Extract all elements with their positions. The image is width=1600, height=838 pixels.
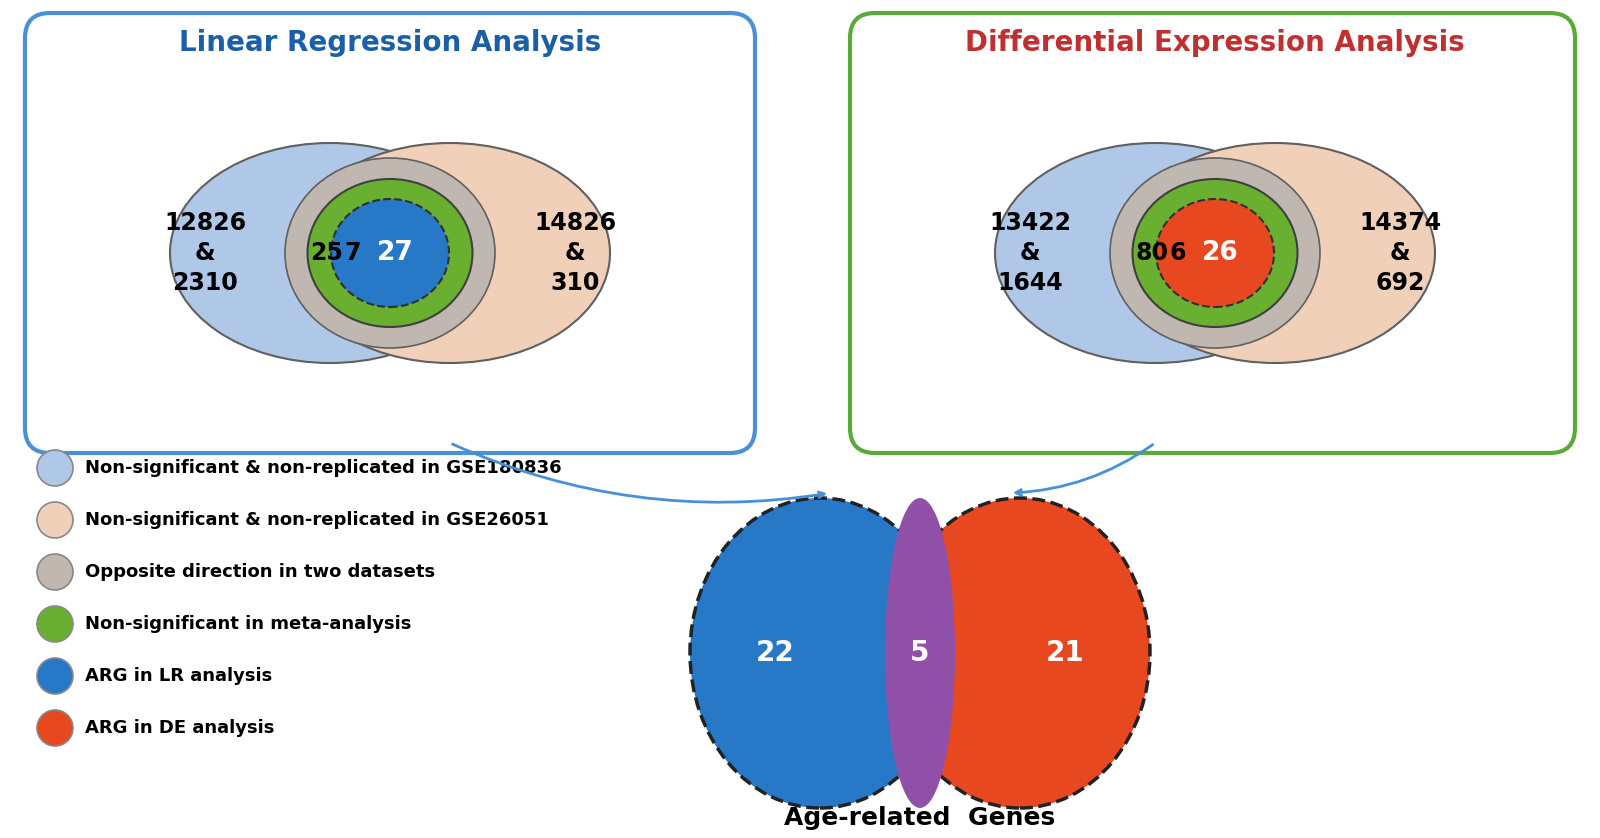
Text: ARG in DE analysis: ARG in DE analysis — [85, 719, 274, 737]
Ellipse shape — [1155, 199, 1274, 307]
Ellipse shape — [885, 498, 955, 808]
Ellipse shape — [1110, 158, 1320, 348]
Ellipse shape — [290, 143, 610, 363]
Text: 14826
&
310: 14826 & 310 — [534, 211, 616, 295]
Text: 6: 6 — [1170, 241, 1186, 265]
Ellipse shape — [690, 498, 950, 808]
Text: ARG in LR analysis: ARG in LR analysis — [85, 667, 272, 685]
Text: Differential Expression Analysis: Differential Expression Analysis — [965, 29, 1466, 57]
Circle shape — [37, 450, 74, 486]
Text: 25: 25 — [310, 241, 344, 265]
Text: Linear Regression Analysis: Linear Regression Analysis — [179, 29, 602, 57]
Ellipse shape — [995, 143, 1315, 363]
Text: 5: 5 — [910, 639, 930, 667]
Text: Non-significant in meta-analysis: Non-significant in meta-analysis — [85, 615, 411, 633]
Circle shape — [37, 710, 74, 746]
Text: 21: 21 — [1046, 639, 1085, 667]
Ellipse shape — [285, 158, 494, 348]
Text: Age-related  Genes: Age-related Genes — [784, 806, 1056, 830]
Text: 13422
&
1644: 13422 & 1644 — [989, 211, 1070, 295]
Ellipse shape — [1115, 143, 1435, 363]
Text: 26: 26 — [1202, 240, 1238, 266]
Text: Non-significant & non-replicated in GSE180836: Non-significant & non-replicated in GSE1… — [85, 459, 562, 477]
Circle shape — [37, 554, 74, 590]
Circle shape — [37, 658, 74, 694]
Text: 80: 80 — [1136, 241, 1168, 265]
Text: 7: 7 — [344, 241, 362, 265]
FancyBboxPatch shape — [26, 13, 755, 453]
Ellipse shape — [890, 498, 1150, 808]
Ellipse shape — [1133, 179, 1298, 327]
Ellipse shape — [170, 143, 490, 363]
Text: 22: 22 — [755, 639, 794, 667]
Ellipse shape — [331, 199, 450, 307]
Text: Non-significant & non-replicated in GSE26051: Non-significant & non-replicated in GSE2… — [85, 511, 549, 529]
Text: 14374
&
692: 14374 & 692 — [1358, 211, 1442, 295]
FancyBboxPatch shape — [850, 13, 1574, 453]
Circle shape — [37, 502, 74, 538]
Text: 27: 27 — [376, 240, 413, 266]
Text: Opposite direction in two datasets: Opposite direction in two datasets — [85, 563, 435, 581]
Circle shape — [37, 606, 74, 642]
Text: 12826
&
2310: 12826 & 2310 — [163, 211, 246, 295]
Ellipse shape — [307, 179, 472, 327]
